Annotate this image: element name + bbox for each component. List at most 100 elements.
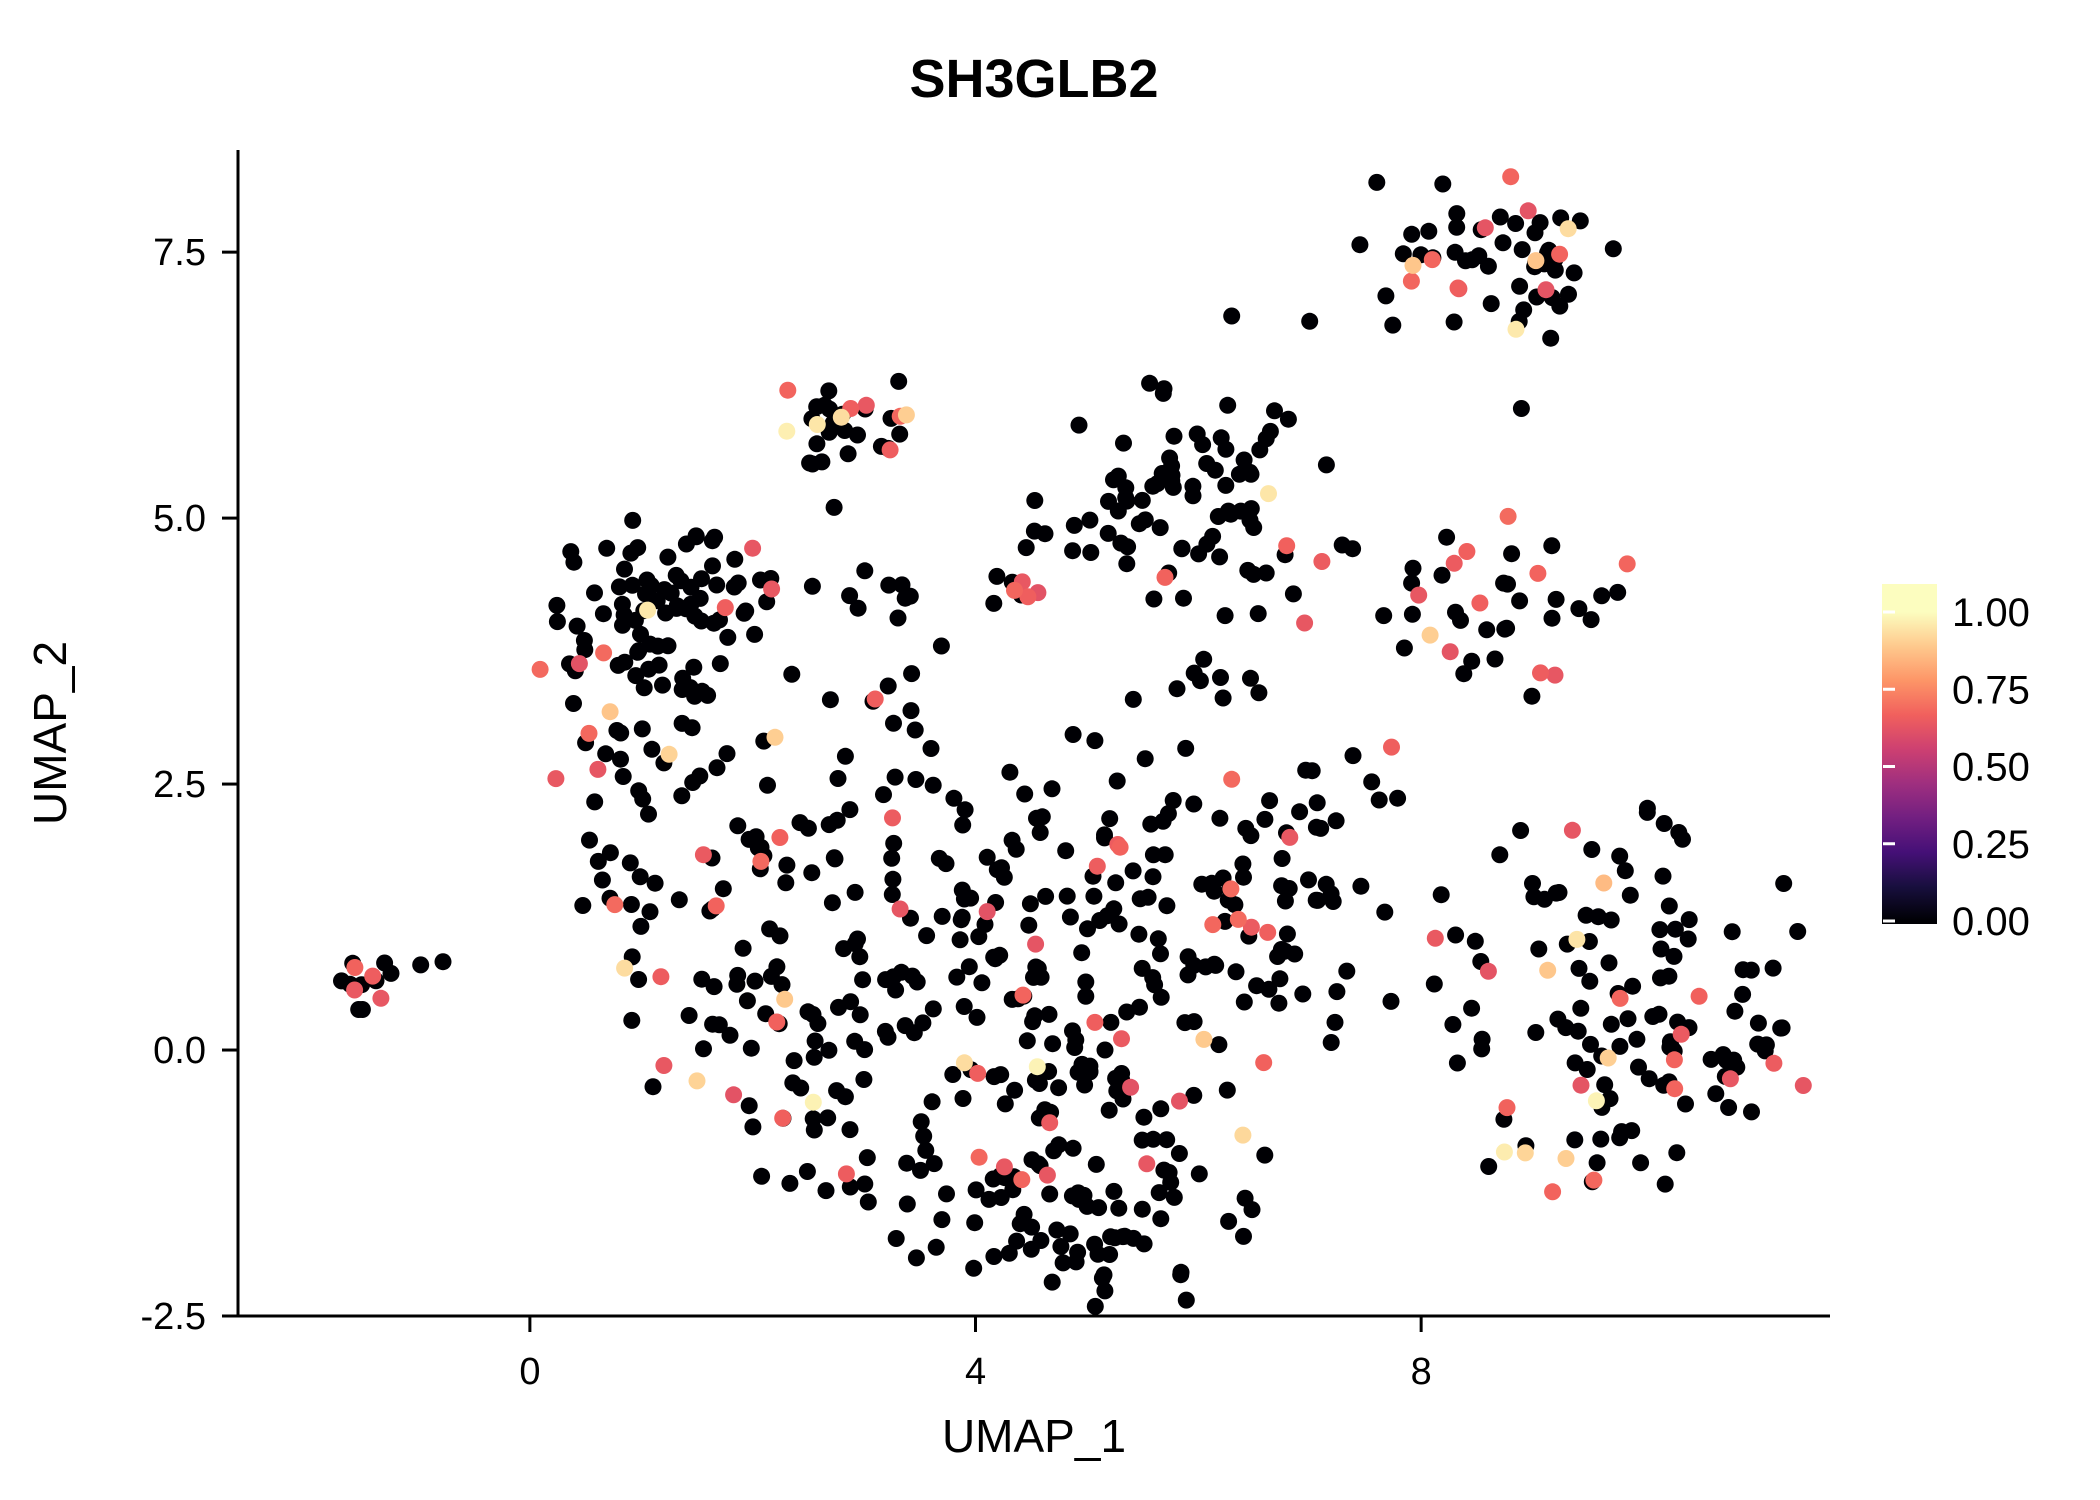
scatter-point [721,1026,739,1044]
scatter-point [746,972,764,990]
scatter-point [836,747,854,765]
scatter-point [973,974,991,992]
scatter-point [1512,400,1530,417]
scatter-point [1145,590,1163,608]
scatter-point [825,498,843,516]
scatter-point [646,874,664,892]
x-axis-ticks: 0 4 8 [519,1316,1432,1393]
scatter-point [1677,1095,1694,1113]
scatter-point [1064,542,1082,560]
scatter-point [1195,650,1213,668]
scatter-point [1041,1185,1059,1203]
scatter-point [631,868,649,886]
scatter-point [1204,916,1222,934]
scatter-point [1581,972,1599,990]
scatter-point [933,907,951,925]
scatter-point [1513,241,1531,259]
scatter-point [1162,1173,1180,1191]
scatter-point [1242,918,1260,936]
scatter-point [1580,933,1598,950]
y-tick-label: -2.5 [141,1296,206,1338]
scatter-point [1131,890,1149,908]
scatter-point [1578,1061,1596,1078]
scatter-point [1601,1090,1619,1108]
scatter-point [820,1041,838,1059]
scatter-point [1234,855,1252,873]
scatter-point [1507,320,1525,338]
scatter-point [1133,1200,1151,1218]
scatter-point [1173,539,1191,557]
scatter-point [1613,1123,1631,1141]
scatter-point [1108,772,1126,790]
scatter-point [1061,908,1079,926]
scatter-point [1448,1054,1466,1072]
scatter-point [725,578,743,596]
scatter-point [1105,1182,1123,1200]
scatter-point [798,1163,816,1180]
scatter-point [898,1195,916,1213]
scatter-point [654,676,671,694]
scatter-point [857,396,875,414]
scatter-point [1017,539,1035,557]
scatter-point [1001,763,1019,781]
colorbar-tick-label: 0.75 [1952,668,2030,712]
scatter-point [1098,907,1116,925]
scatter-point [1611,1037,1629,1055]
scatter-point [1256,1146,1274,1164]
scatter-point [759,776,776,794]
scatter-point [547,770,565,788]
scatter-point [1458,543,1476,560]
scatter-point [1222,880,1240,898]
scatter-point [1611,989,1629,1007]
scatter-point [1239,561,1257,579]
scatter-point [1463,999,1481,1017]
scatter-point [1141,374,1159,392]
scatter-point [1179,948,1197,966]
scatter-point [1370,791,1388,809]
scatter-point [635,679,653,697]
scatter-point [1115,434,1132,452]
scatter-point [883,886,901,903]
scatter-point [823,894,841,912]
scatter-point [1449,279,1467,297]
colorbar-tick-label: 0.00 [1952,900,2030,944]
scatter-point [677,535,695,553]
scatter-point [995,1158,1013,1176]
scatter-point [548,596,566,614]
scatter-point [1164,478,1182,496]
scatter-point [1172,1263,1190,1281]
scatter-point [1205,882,1223,900]
scatter-point [918,927,936,945]
scatter-point [746,625,764,643]
scatter-point [350,1001,368,1018]
scatter-point [930,849,948,867]
scatter-point [836,1088,854,1106]
scatter-point [660,745,678,763]
scatter-point [1377,287,1395,305]
scatter-point [849,426,866,444]
scatter-point [829,770,847,787]
scatter-point [1600,954,1618,972]
scatter-point [707,897,725,915]
scatter-point [1611,847,1629,865]
scatter-point [777,874,795,892]
scatter-point [1660,897,1678,915]
scatter-point [412,956,430,974]
scatter-point [372,989,390,1007]
scatter-point [1679,930,1697,948]
scatter-point [1113,1065,1131,1082]
scatter-point [595,644,613,662]
scatter-point [1410,586,1428,604]
scatter-point [819,1109,837,1127]
scatter-point [637,585,654,603]
scatter-point [1109,467,1127,485]
scatter-point [624,511,642,529]
scatter-point [1100,1101,1118,1119]
scatter-point [1772,1019,1790,1037]
scatter-point [808,435,826,453]
scatter-point [1630,1058,1647,1076]
scatter-point [828,811,846,829]
scatter-point [1432,886,1450,904]
colorbar-gradient-bar [1882,584,1937,924]
scatter-point [1526,224,1544,242]
